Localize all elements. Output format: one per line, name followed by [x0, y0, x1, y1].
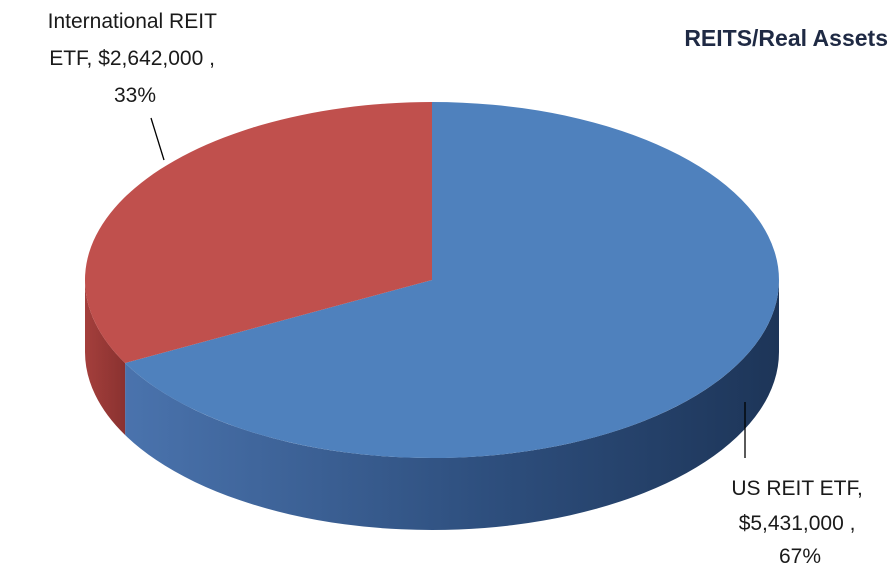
- data-label-international-line-3: 33%: [114, 84, 156, 107]
- data-label-us-line-3: 67%: [779, 545, 821, 567]
- pie-side-international-reit-etf: [84, 280, 126, 436]
- data-label-us-line-2: $5,431,000 ,: [739, 512, 856, 535]
- pie-slice-international-reit-etf: [84, 102, 432, 364]
- pie-slice-us-reit-etf: [125, 102, 779, 458]
- leader-line-international: [150, 117, 165, 161]
- data-label-layer: International REIT ETF, $2,642,000 , 33%…: [48, 10, 868, 568]
- chart-title: REITS/Real Assets: [684, 25, 888, 51]
- data-label-us: US REIT ETF, $5,431,000 , 67%: [731, 477, 868, 567]
- pie-layer: [84, 102, 780, 531]
- data-label-us-line-1: US REIT ETF,: [731, 477, 862, 500]
- data-label-international-line-1: International REIT: [48, 10, 217, 33]
- data-label-international: International REIT ETF, $2,642,000 , 33%: [48, 10, 223, 107]
- pie-side-us-reit-etf: [125, 280, 780, 531]
- data-label-international-line-2: ETF, $2,642,000 ,: [49, 47, 215, 70]
